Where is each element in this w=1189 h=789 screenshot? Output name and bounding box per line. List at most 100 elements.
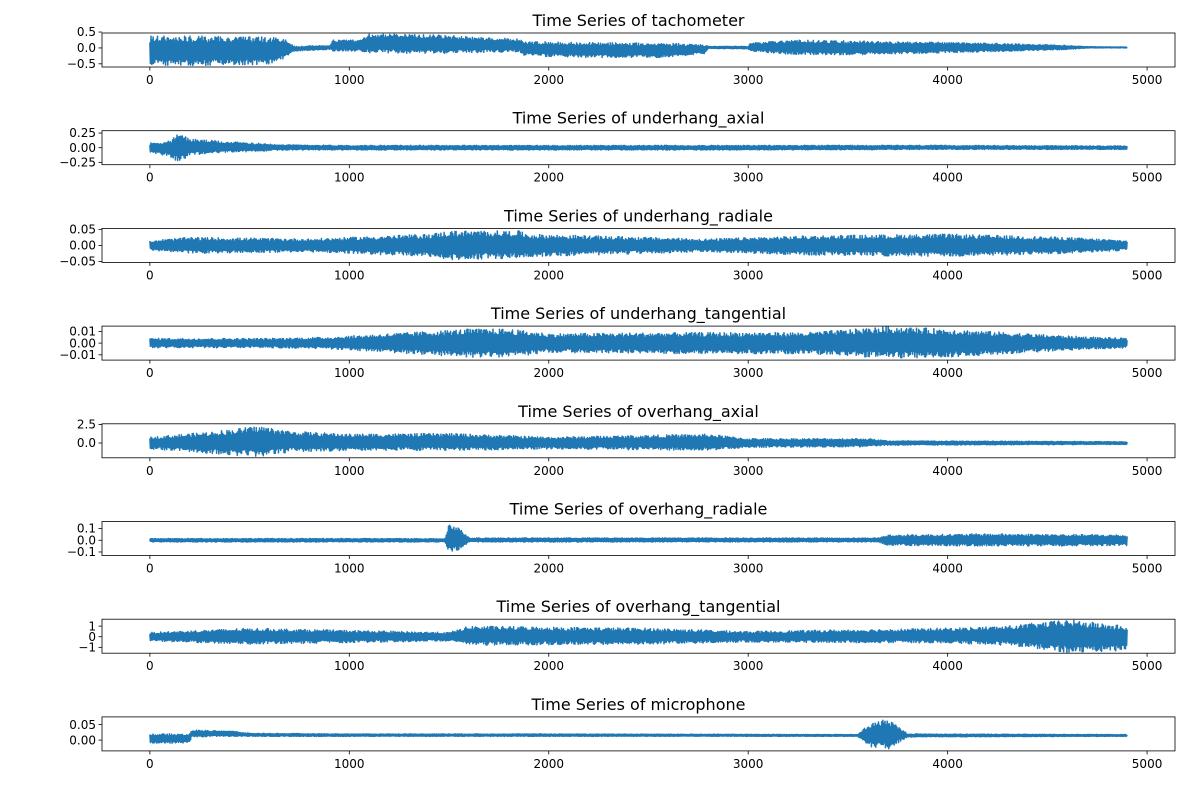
series-line	[149, 134, 1128, 162]
x-tick-label: 4000	[932, 268, 963, 282]
y-tick-label: −1	[78, 641, 96, 655]
x-tick-label: 4000	[932, 757, 963, 771]
x-tick-label: 5000	[1132, 171, 1163, 185]
subplot-3: Time Series of underhang_radiale 0 1000 200…	[59, 206, 1176, 282]
x-tick-label: 4000	[932, 366, 963, 380]
chart-title: Time Series of underhang_tangential	[490, 304, 786, 324]
y-tick-label: 1	[88, 619, 96, 633]
plot-frame	[101, 32, 1176, 68]
x-tick-label: 2000	[533, 73, 564, 87]
x-tick-label: 3000	[733, 562, 764, 576]
x-tick-label: 5000	[1132, 73, 1163, 87]
x-tick-label: 0	[146, 366, 154, 380]
subplot-7: Time Series of overhang_tangential 0 1000 2…	[78, 597, 1176, 673]
x-tick-label: 0	[146, 171, 154, 185]
x-tick-label: 5000	[1132, 464, 1163, 478]
x-tick-label: 3000	[733, 171, 764, 185]
x-tick-label: 1000	[334, 562, 365, 576]
y-tick-label: 0.5	[77, 25, 96, 39]
x-tick-label: 3000	[733, 268, 764, 282]
y-tick-label: 0.0	[77, 436, 96, 450]
x-tick-label: 3000	[733, 757, 764, 771]
series-line	[149, 33, 1128, 67]
plot-frame	[101, 521, 1176, 556]
x-tick-label: 1000	[334, 659, 365, 673]
x-tick-label: 2000	[533, 464, 564, 478]
chart-title: Time Series of overhang_tangential	[495, 597, 780, 617]
subplot-4: Time Series of underhang_tangential 0 1000…	[59, 304, 1176, 380]
series-line	[149, 719, 1128, 750]
x-tick-label: 5000	[1132, 757, 1163, 771]
chart-title: Time Series of tachometer	[532, 11, 745, 30]
series-line	[149, 426, 1128, 457]
y-tick-label: 0.1	[77, 522, 96, 536]
x-tick-label: 0	[146, 659, 154, 673]
y-tick-label: 0.00	[69, 336, 96, 350]
y-tick-label: −0.5	[67, 57, 96, 71]
x-tick-label: 1000	[334, 464, 365, 478]
x-tick-label: 4000	[932, 562, 963, 576]
x-tick-label: 4000	[932, 659, 963, 673]
subplot-2: Time Series of underhang_axial 0 1000 2000 3…	[59, 109, 1176, 185]
y-tick-label: 0.01	[69, 325, 96, 339]
subplot-6: Time Series of overhang_radiale 0 1000 2000…	[67, 500, 1176, 576]
x-tick-label: 2000	[533, 757, 564, 771]
x-tick-label: 5000	[1132, 366, 1163, 380]
y-tick-label: 0	[88, 630, 96, 644]
x-tick-label: 0	[146, 562, 154, 576]
y-tick-label: 0.00	[69, 239, 96, 253]
chart-title: Time Series of underhang_axial	[512, 109, 765, 129]
x-tick-label: 0	[146, 73, 154, 87]
x-tick-label: 2000	[533, 659, 564, 673]
x-tick-label: 5000	[1132, 268, 1163, 282]
y-tick-label: −0.05	[59, 255, 96, 269]
x-tick-label: 1000	[334, 171, 365, 185]
plot-frame	[101, 618, 1176, 654]
subplot-1: Time Series of tachometer 0 1000 2000 3000 40…	[67, 11, 1176, 87]
chart-title: Time Series of microphone	[531, 695, 746, 714]
x-tick-label: 2000	[533, 268, 564, 282]
y-tick-label: −0.25	[59, 156, 96, 170]
x-tick-label: 1000	[334, 757, 365, 771]
x-tick-label: 3000	[733, 366, 764, 380]
x-tick-label: 4000	[932, 171, 963, 185]
y-tick-label: 2.5	[77, 418, 96, 432]
y-tick-label: 0.0	[77, 533, 96, 547]
x-tick-label: 2000	[533, 366, 564, 380]
x-tick-label: 0	[146, 268, 154, 282]
chart-title: Time Series of overhang_axial	[517, 402, 759, 422]
x-tick-label: 1000	[334, 268, 365, 282]
y-tick-label: −0.01	[59, 348, 96, 362]
x-tick-label: 0	[146, 757, 154, 771]
x-tick-label: 3000	[733, 73, 764, 87]
x-tick-label: 1000	[334, 366, 365, 380]
y-tick-label: 0.0	[77, 41, 96, 55]
x-tick-label: 5000	[1132, 562, 1163, 576]
x-tick-label: 4000	[932, 73, 963, 87]
y-tick-label: 0.05	[69, 718, 96, 732]
y-tick-label: 0.00	[69, 141, 96, 155]
x-tick-label: 5000	[1132, 659, 1163, 673]
series-line	[149, 524, 1128, 552]
series-line	[149, 619, 1128, 654]
x-tick-label: 4000	[932, 464, 963, 478]
plot-frame	[101, 716, 1176, 752]
plot-frame	[101, 423, 1176, 459]
series-line	[149, 230, 1128, 261]
x-tick-label: 0	[146, 464, 154, 478]
subplot-5: Time Series of overhang_axial 0 1000 2000 30…	[77, 402, 1176, 478]
y-tick-label: −0.1	[67, 545, 96, 559]
x-tick-label: 2000	[533, 171, 564, 185]
x-tick-label: 3000	[733, 659, 764, 673]
chart-title: Time Series of overhang_radiale	[509, 500, 768, 520]
x-tick-label: 1000	[334, 73, 365, 87]
y-tick-label: 0.05	[69, 223, 96, 237]
series-line	[149, 326, 1128, 359]
x-tick-label: 3000	[733, 464, 764, 478]
x-tick-label: 2000	[533, 562, 564, 576]
subplot-8: Time Series of microphone 0 1000 2000 3000 40…	[69, 695, 1176, 771]
chart-title: Time Series of underhang_radiale	[503, 206, 773, 226]
y-tick-label: 0.25	[69, 126, 96, 140]
y-tick-label: 0.00	[69, 733, 96, 747]
